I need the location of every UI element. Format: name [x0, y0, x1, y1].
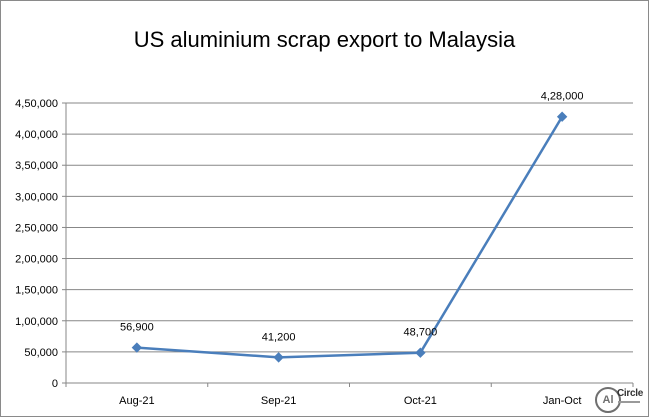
- y-tick-label: 1,50,000: [15, 285, 58, 297]
- data-label: 4,28,000: [541, 91, 584, 103]
- data-label: 48,700: [404, 327, 438, 339]
- logo-wordmark: Circle: [617, 388, 643, 399]
- y-tick-label: 2,00,000: [15, 254, 58, 266]
- y-tick-label: 3,50,000: [15, 160, 58, 172]
- y-tick-label: 4,50,000: [15, 98, 58, 110]
- chart-title: US aluminium scrap export to Malaysia: [133, 27, 516, 52]
- data-label: 41,200: [262, 331, 296, 343]
- data-label: 56,900: [120, 322, 154, 334]
- x-tick-label: Aug-21: [119, 395, 154, 407]
- x-tick-label: Oct-21: [404, 395, 437, 407]
- x-tick-label: Jan-Oct: [543, 395, 582, 407]
- y-tick-label: 0: [52, 378, 58, 390]
- data-point-marker: [415, 347, 426, 358]
- alcircle-logo: Al Circle: [595, 387, 643, 413]
- y-tick-label: 2,50,000: [15, 222, 58, 234]
- logo-underline: [618, 401, 640, 403]
- x-tick-label: Sep-21: [261, 395, 296, 407]
- y-tick-label: 4,00,000: [15, 129, 58, 141]
- y-tick-label: 50,000: [24, 347, 58, 359]
- data-point-marker: [131, 342, 143, 353]
- logo-badge: Al: [595, 387, 621, 413]
- y-tick-label: 3,00,000: [15, 191, 58, 203]
- y-tick-label: 1,00,000: [15, 316, 58, 328]
- data-point-marker: [556, 111, 568, 122]
- data-point-marker: [273, 352, 284, 363]
- series-line: [136, 116, 564, 359]
